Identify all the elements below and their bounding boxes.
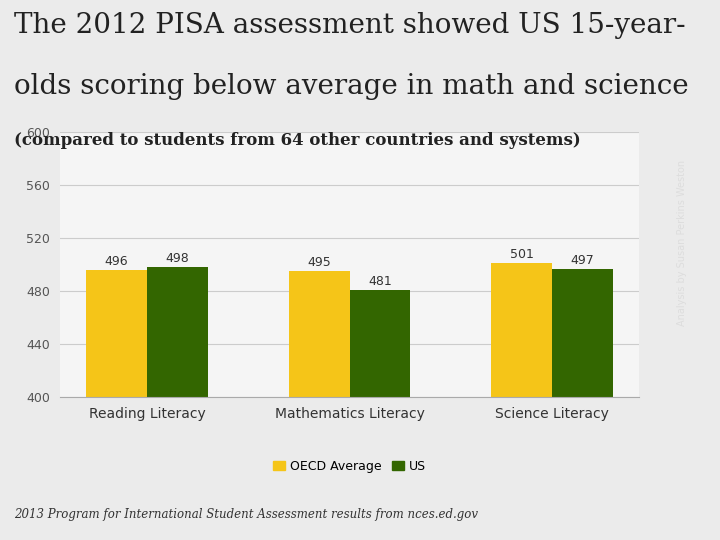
Bar: [147, 267, 207, 540]
Text: 2013 Program for International Student Assessment results from nces.ed.gov: 2013 Program for International Student A…: [14, 508, 478, 521]
Bar: [552, 268, 613, 540]
Text: olds scoring below average in math and science: olds scoring below average in math and s…: [14, 73, 689, 100]
Text: 498: 498: [166, 252, 189, 265]
Bar: [289, 271, 350, 540]
Text: The 2012 PISA assessment showed US 15-year-: The 2012 PISA assessment showed US 15-ye…: [14, 12, 686, 39]
Text: (compared to students from 64 other countries and systems): (compared to students from 64 other coun…: [14, 132, 581, 149]
Text: Analysis by Susan Perkins Weston: Analysis by Susan Perkins Weston: [677, 160, 687, 326]
Bar: [350, 290, 410, 540]
Text: 501: 501: [510, 248, 534, 261]
Bar: [492, 264, 552, 540]
Text: 496: 496: [104, 255, 128, 268]
Text: 481: 481: [368, 275, 392, 288]
Legend: OECD Average, US: OECD Average, US: [268, 455, 431, 478]
Text: 497: 497: [571, 254, 595, 267]
Text: 495: 495: [307, 256, 331, 269]
Bar: [86, 270, 147, 540]
